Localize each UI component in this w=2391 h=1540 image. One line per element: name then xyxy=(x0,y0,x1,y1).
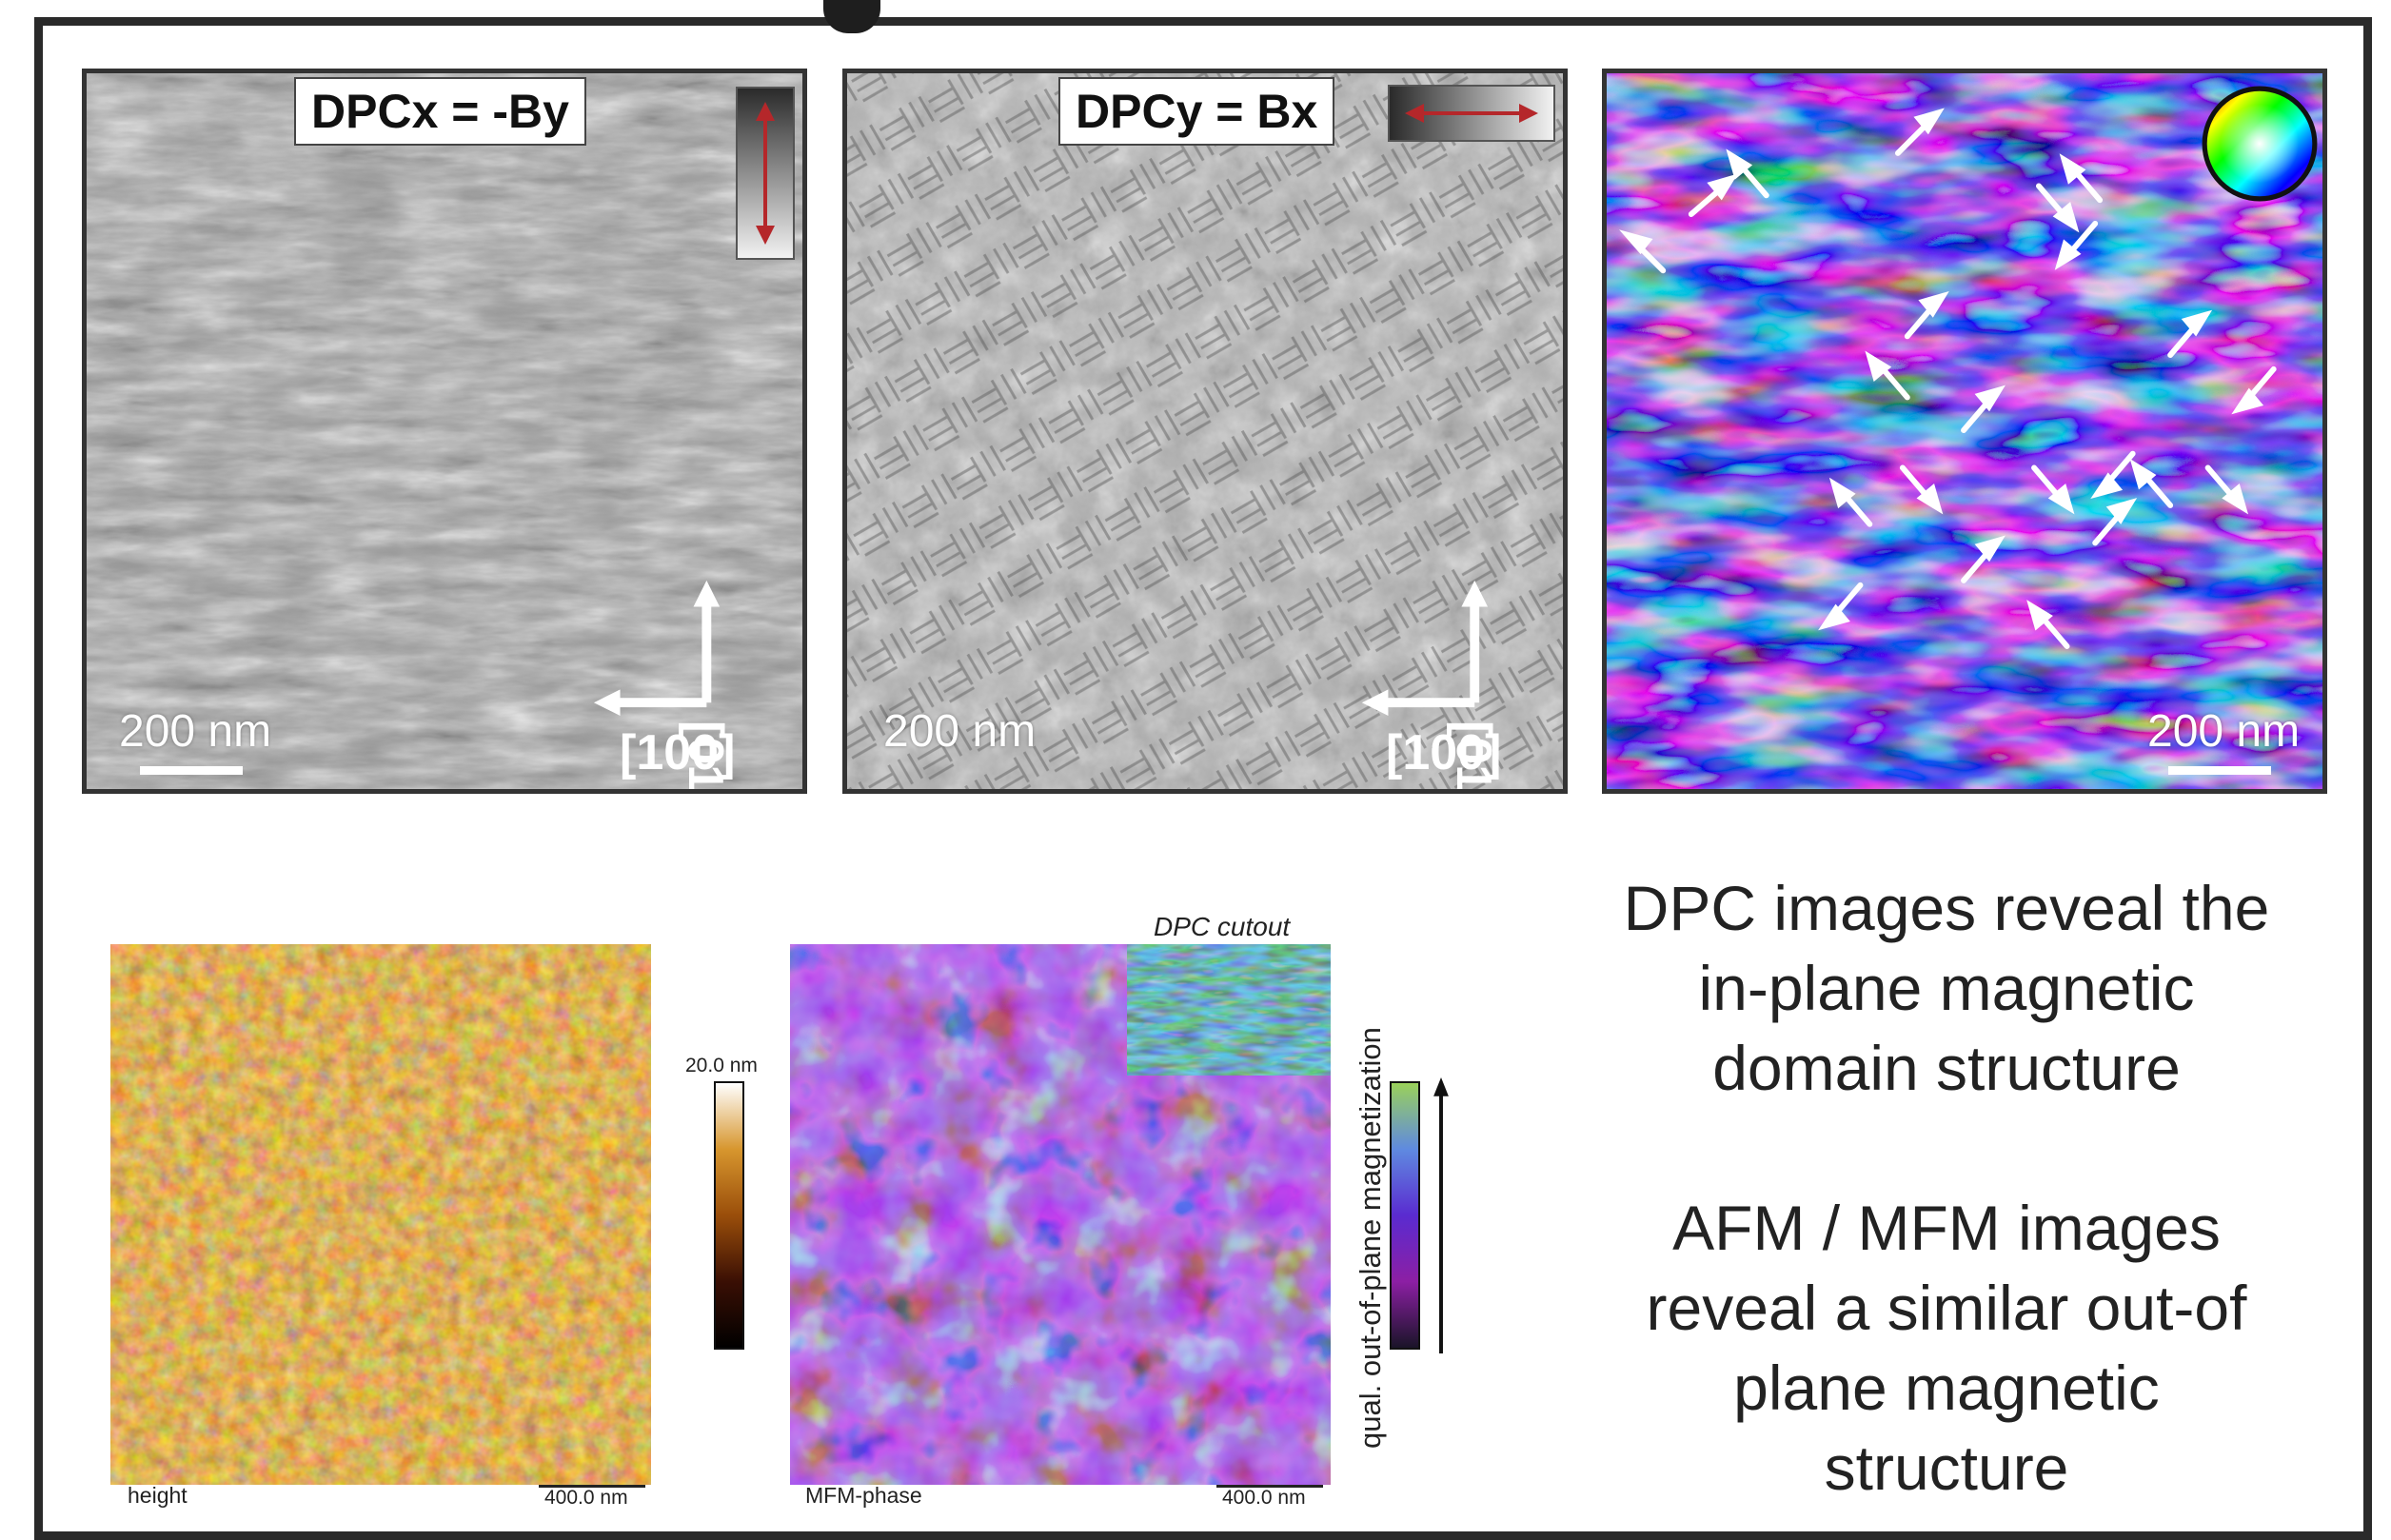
dpcy-label: DPCy = Bx xyxy=(1058,77,1335,146)
dpcy-scalebar-label: 200 nm xyxy=(883,706,1037,757)
dpcx-panel: DPCx = -By [010] [100] 200 nm xyxy=(82,69,807,794)
mfm-phase-image xyxy=(790,944,1331,1485)
mfm-scalebar-label: 400.0 nm xyxy=(1222,1487,1306,1509)
description-line: DPC images reveal the xyxy=(1623,873,2270,943)
axis-label-100: [100] xyxy=(1386,725,1502,780)
axis-arrows-icon xyxy=(1361,580,1489,717)
description-line: in-plane magnetic xyxy=(1698,953,2195,1023)
dpcx-image xyxy=(87,73,802,789)
description-line: AFM / MFM images xyxy=(1672,1193,2221,1263)
colorwheel-icon xyxy=(2202,86,2318,202)
description-line: domain structure xyxy=(1712,1033,2181,1103)
mfm-colorbar xyxy=(1390,1081,1420,1350)
dpcx-label: DPCx = -By xyxy=(294,77,586,146)
color-map-scalebar-label: 200 nm xyxy=(2147,706,2301,757)
dpcy-panel: DPCy = Bx [010] [100] 200 nm xyxy=(842,69,1568,794)
axis-label-100: [100] xyxy=(620,725,736,780)
vertical-direction-icon xyxy=(736,87,795,260)
afm-colorbar xyxy=(714,1081,744,1350)
afm-scalebar xyxy=(539,1485,645,1488)
double-arrow-icon xyxy=(1405,104,1538,123)
dpcx-scalebar-label: 200 nm xyxy=(119,706,272,757)
description-line: reveal a similar out-of xyxy=(1646,1273,2247,1343)
color-map-scalebar xyxy=(2168,766,2271,775)
double-arrow-icon xyxy=(756,102,775,245)
afm-scalebar-label: 400.0 nm xyxy=(544,1487,628,1509)
magnetization-color-map-panel: 200 nm xyxy=(1602,69,2327,794)
afm-height-image xyxy=(110,944,651,1485)
afm-colorbar-max-label: 20.0 nm xyxy=(685,1055,758,1076)
axis-arrows-icon xyxy=(593,580,721,717)
mfm-inset-label: DPC cutout xyxy=(1154,912,1291,941)
mfm-colorbar-label: qual. out-of-plane magnetization xyxy=(1354,1027,1387,1449)
description-line: structure xyxy=(1824,1432,2069,1503)
horizontal-direction-icon xyxy=(1388,85,1555,142)
mfm-caption: MFM-phase xyxy=(805,1483,922,1508)
dpcy-image xyxy=(847,73,1563,789)
description-line: plane magnetic xyxy=(1733,1352,2160,1423)
dpcx-scalebar xyxy=(140,766,243,775)
up-arrow-icon xyxy=(1433,1076,1449,1354)
description-paragraph-2: AFM / MFM images reveal a similar out-of… xyxy=(1551,1188,2342,1508)
magnetization-color-map xyxy=(1607,73,2322,789)
title-fragment xyxy=(823,0,880,33)
description-paragraph-1: DPC images reveal the in-plane magnetic … xyxy=(1551,868,2342,1108)
mfm-scalebar xyxy=(1216,1485,1323,1488)
afm-caption: height xyxy=(128,1483,188,1508)
